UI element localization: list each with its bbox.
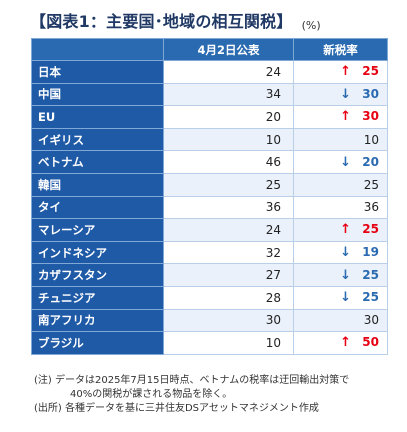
arrow-down-icon: ↓ [340, 290, 351, 306]
new-rate-cell: ↓ 30 [293, 82, 388, 107]
announced-rate-cell: 30 [163, 308, 294, 333]
new-rate-value: 25 [362, 290, 379, 305]
new-rate-cell: 36 [293, 195, 388, 220]
announced-rate-cell: 10 [163, 127, 294, 152]
new-rate-value: 20 [362, 154, 379, 169]
country-cell: 日本 [31, 60, 164, 84]
country-cell: 韓国 [31, 172, 164, 197]
new-rate-cell: ↓ 25 [293, 285, 388, 310]
table-row: カザフスタン 27 ↓ 25 [31, 263, 388, 287]
announced-rate-cell: 28 [163, 285, 294, 310]
arrow-down-icon: ↓ [340, 267, 351, 283]
table-row: 中国 34 ↓ 30 [31, 82, 388, 107]
new-rate-value: 30 [363, 313, 379, 328]
table-body: 日本 24 ↑ 25 中国 34 ↓ 30 EU 20 ↑ 30 イギリス 10 10 ベトナム 46 ↓ 20 韓国… [31, 60, 388, 355]
table-row: タイ 36 36 [31, 195, 388, 220]
table-title-row: 【図表1：主要国･地域の相互関税】 (%) [30, 8, 407, 34]
new-rate-cell: 25 [293, 172, 388, 197]
arrow-up-icon: ↑ [340, 222, 351, 238]
source-line: (出所) 各種データを基に三井住友DSアセットマネジメント作成 [34, 403, 319, 414]
announced-rate-cell: 32 [163, 240, 294, 265]
country-cell: ベトナム [31, 150, 164, 174]
tariff-table: 4月2日公表 新税率 日本 24 ↑ 25 中国 34 ↓ 30 EU 20 ↑ 30 イギリス 10 10… [31, 38, 388, 355]
new-rate-cell: ↓ 20 [293, 150, 388, 174]
new-rate-cell: ↑ 50 [293, 331, 388, 355]
table-header-row: 4月2日公表 新税率 [31, 38, 388, 61]
table-row: イギリス 10 10 [31, 127, 388, 152]
new-rate-cell: 10 [293, 127, 388, 152]
table-row: 南アフリカ 30 30 [31, 308, 388, 333]
announced-rate-cell: 24 [163, 60, 294, 84]
announced-rate-cell: 36 [163, 195, 294, 220]
country-cell: チュニジア [31, 285, 164, 310]
arrow-up-icon: ↑ [340, 64, 351, 80]
new-rate-cell: ↑ 25 [293, 60, 388, 84]
announced-rate-cell: 20 [163, 105, 294, 129]
new-rate-value: 25 [362, 267, 379, 282]
new-rate-value: 10 [363, 132, 379, 147]
announced-rate-cell: 24 [163, 218, 294, 242]
new-rate-cell: ↓ 19 [293, 240, 388, 265]
table-row: インドネシア 32 ↓ 19 [31, 240, 388, 265]
new-rate-value: 25 [363, 177, 379, 192]
header-new-rate: 新税率 [293, 38, 388, 61]
arrow-up-icon: ↑ [340, 335, 351, 351]
table-row: 韓国 25 25 [31, 172, 388, 197]
header-announced: 4月2日公表 [163, 38, 294, 61]
country-cell: カザフスタン [31, 263, 164, 287]
new-rate-value: 36 [363, 200, 379, 215]
announced-rate-cell: 46 [163, 150, 294, 174]
country-cell: マレーシア [31, 218, 164, 242]
arrow-down-icon: ↓ [340, 154, 351, 170]
country-cell: 南アフリカ [31, 308, 164, 333]
country-cell: ブラジル [31, 331, 164, 355]
new-rate-value: 19 [362, 245, 379, 260]
note-line-2: 40%の関税が課される物品を除く。 [70, 389, 233, 400]
table-row: ブラジル 10 ↑ 50 [31, 331, 388, 355]
unit-label: (%) [301, 19, 321, 32]
header-blank-cell [31, 38, 164, 61]
announced-rate-cell: 27 [163, 263, 294, 287]
table-row: EU 20 ↑ 30 [31, 105, 388, 129]
new-rate-cell: ↑ 30 [293, 105, 388, 129]
new-rate-value: 30 [362, 109, 379, 124]
new-rate-value: 50 [362, 335, 379, 350]
new-rate-value: 30 [362, 86, 379, 101]
new-rate-cell: ↑ 25 [293, 218, 388, 242]
table-row: ベトナム 46 ↓ 20 [31, 150, 388, 174]
arrow-down-icon: ↓ [340, 86, 351, 102]
country-cell: イギリス [31, 127, 164, 152]
new-rate-value: 25 [362, 64, 379, 79]
country-cell: インドネシア [31, 240, 164, 265]
table-row: チュニジア 28 ↓ 25 [31, 285, 388, 310]
arrow-down-icon: ↓ [340, 245, 351, 261]
country-cell: EU [31, 105, 164, 129]
announced-rate-cell: 34 [163, 82, 294, 107]
new-rate-cell: ↓ 25 [293, 263, 388, 287]
arrow-up-icon: ↑ [340, 109, 351, 125]
announced-rate-cell: 10 [163, 331, 294, 355]
page-title: 【図表1：主要国･地域の相互関税】 [30, 12, 293, 31]
announced-rate-cell: 25 [163, 172, 294, 197]
new-rate-value: 25 [362, 222, 379, 237]
country-cell: タイ [31, 195, 164, 220]
footnotes: (注) データは2025年7月15日時点、ベトナムの税率は迂回輸出対策で 40%… [34, 374, 407, 416]
table-row: マレーシア 24 ↑ 25 [31, 218, 388, 242]
country-cell: 中国 [31, 82, 164, 107]
note-line-1: (注) データは2025年7月15日時点、ベトナムの税率は迂回輸出対策で [34, 375, 350, 386]
new-rate-cell: 30 [293, 308, 388, 333]
table-row: 日本 24 ↑ 25 [31, 60, 388, 84]
